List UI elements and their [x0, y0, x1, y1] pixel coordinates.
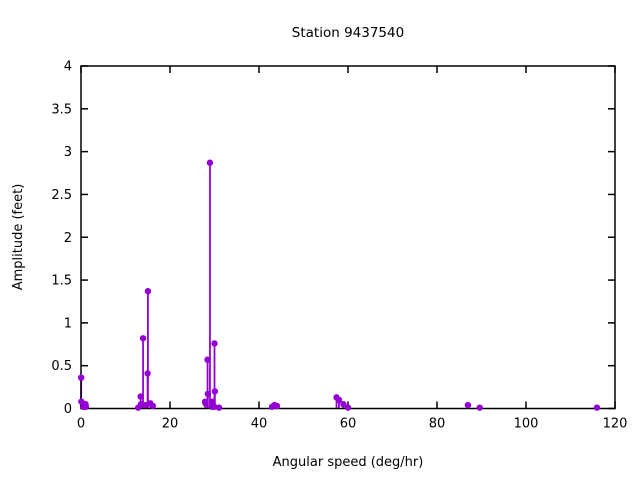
- x-tick-labels: 0 20 40 60 80 100 120: [77, 417, 628, 432]
- data-points: [77, 159, 601, 411]
- x-tick-label: 60: [340, 417, 357, 432]
- y-tick-label: 3.5: [51, 102, 72, 117]
- data-point: [139, 335, 147, 342]
- chart-title: Station 9437540: [292, 25, 404, 41]
- x-axis-title: Angular speed (deg/hr): [273, 455, 424, 470]
- x-tick-label: 0: [77, 417, 85, 432]
- plot-border: [80, 65, 616, 410]
- data-point: [209, 398, 216, 405]
- y-tick-label: 3: [64, 145, 72, 160]
- data-point: [340, 401, 347, 408]
- data-point: [142, 401, 149, 409]
- data-point: [144, 370, 151, 377]
- data-point: [211, 403, 218, 410]
- axis-ticks: [80, 65, 616, 410]
- data-point: [204, 356, 211, 363]
- data-point: [149, 402, 157, 410]
- y-tick-label: 1.5: [51, 274, 72, 289]
- data-point: [211, 340, 218, 347]
- data-point: [593, 404, 601, 411]
- data-point: [476, 404, 483, 411]
- data-point: [144, 287, 152, 295]
- y-tick-label: 2.5: [51, 188, 72, 203]
- data-point: [77, 374, 85, 381]
- y-tick-labels: 0 0.5 1 1.5 2 2.5 3 3.5 4: [51, 60, 72, 418]
- data-point: [464, 401, 472, 409]
- data-point: [82, 403, 90, 410]
- x-tick-label: 20: [162, 417, 179, 432]
- x-tick-label: 80: [429, 417, 446, 432]
- data-point: [137, 393, 144, 400]
- x-tick-label: 120: [603, 417, 628, 432]
- y-tick-label: 0: [64, 402, 72, 417]
- data-point: [215, 404, 223, 411]
- y-tick-label: 2: [64, 231, 72, 246]
- x-tick-label: 100: [514, 417, 539, 432]
- border-rect: [80, 65, 616, 410]
- y-tick-label: 0.5: [51, 359, 72, 374]
- y-tick-label: 4: [64, 60, 72, 75]
- y-axis-title: Amplitude (feet): [11, 184, 26, 291]
- data-point: [204, 390, 212, 398]
- data-point: [273, 402, 281, 410]
- data-point: [344, 404, 352, 411]
- x-tick-label: 40: [251, 417, 268, 432]
- data-point: [202, 400, 209, 407]
- y-tick-label: 1: [64, 316, 72, 331]
- stem-lines: [80, 162, 598, 409]
- data-point: [206, 159, 214, 166]
- data-point: [335, 396, 343, 404]
- data-point: [211, 388, 219, 395]
